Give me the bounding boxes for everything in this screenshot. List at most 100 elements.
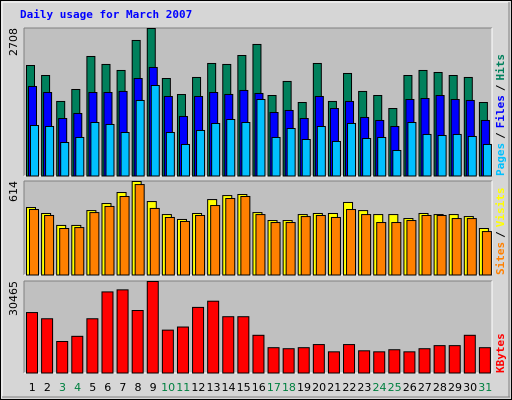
bar <box>192 306 205 374</box>
bar <box>120 132 130 177</box>
bar <box>196 129 206 177</box>
bar <box>300 216 311 276</box>
bar <box>86 318 99 374</box>
bar <box>418 348 431 374</box>
bar <box>388 349 401 374</box>
x-tick-label: 10 <box>161 381 175 394</box>
bar <box>301 139 311 177</box>
bar <box>433 345 446 374</box>
bar <box>373 351 386 374</box>
bar <box>347 122 357 177</box>
bar <box>361 214 372 276</box>
x-tick-label: 25 <box>388 381 402 394</box>
bar <box>116 289 129 374</box>
legend-separator: / <box>494 84 507 91</box>
bar <box>467 135 477 177</box>
legend-entry: Files <box>494 95 507 128</box>
bar <box>376 222 387 276</box>
bar <box>241 122 251 177</box>
bar <box>90 122 100 177</box>
bar <box>131 310 144 374</box>
bar <box>422 133 432 177</box>
y-tick-label: 614 <box>7 181 20 202</box>
bar <box>406 220 417 276</box>
bar <box>44 214 55 276</box>
bar <box>391 222 402 276</box>
bar <box>29 209 39 276</box>
bar <box>358 350 371 374</box>
bar <box>71 335 84 374</box>
bar <box>56 340 69 374</box>
x-tick-label: 20 <box>312 381 326 394</box>
x-tick-label: 15 <box>237 381 251 394</box>
y-tick-label: 2708 <box>7 28 20 56</box>
bar <box>240 196 251 276</box>
x-tick-label: 21 <box>327 381 341 394</box>
bar <box>105 123 115 177</box>
x-tick-label: 12 <box>191 381 205 394</box>
bar <box>451 218 462 276</box>
bar <box>436 214 447 276</box>
bar <box>362 138 372 177</box>
bar <box>315 214 326 276</box>
bar <box>255 214 266 276</box>
bar <box>285 222 296 276</box>
legend-entry: Pages <box>494 143 507 176</box>
bar <box>134 184 145 276</box>
bar <box>30 125 39 177</box>
bar <box>149 207 160 276</box>
bar <box>392 149 402 177</box>
bar <box>222 316 235 374</box>
legend-entry: Hits <box>494 54 507 81</box>
legend-separator: / <box>494 132 507 139</box>
bar <box>26 312 38 374</box>
legend-entry: KBytes <box>494 333 507 373</box>
x-tick-label: 29 <box>448 381 462 394</box>
bar <box>210 205 221 276</box>
bar <box>180 143 190 177</box>
x-tick-label: 9 <box>150 381 157 394</box>
bar <box>135 99 145 177</box>
bar <box>179 220 190 276</box>
legend: KBytes <box>494 333 507 373</box>
bar <box>226 118 236 177</box>
bar <box>165 132 175 177</box>
bar <box>207 300 220 374</box>
x-tick-label: 7 <box>119 381 126 394</box>
bar <box>327 351 340 374</box>
bar <box>41 318 54 374</box>
bar <box>377 136 387 177</box>
bar <box>437 135 447 177</box>
x-tick-label: 23 <box>357 381 371 394</box>
x-tick-label: 14 <box>222 381 236 394</box>
x-tick-label: 11 <box>176 381 190 394</box>
bar <box>150 85 160 177</box>
bar <box>176 326 189 374</box>
x-tick-label: 26 <box>403 381 417 394</box>
bar <box>282 348 295 374</box>
bar <box>60 142 70 177</box>
x-tick-label: 8 <box>134 381 141 394</box>
x-tick-label: 4 <box>74 381 81 394</box>
x-tick-label: 18 <box>282 381 296 394</box>
bar <box>271 136 281 177</box>
bar <box>403 351 416 374</box>
legend: Sites / Visits <box>494 188 507 276</box>
y-tick-label: 30465 <box>7 281 20 316</box>
bar <box>161 329 174 374</box>
bar <box>330 216 341 276</box>
bar <box>343 344 356 374</box>
bar <box>89 212 100 276</box>
bar <box>448 345 461 374</box>
x-tick-label: 19 <box>297 381 311 394</box>
bar <box>407 122 417 177</box>
x-tick-label: 17 <box>267 381 281 394</box>
bar <box>252 334 265 374</box>
legend: Pages / Files / Hits <box>494 54 507 176</box>
x-tick-label: 13 <box>206 381 220 394</box>
bar <box>195 214 206 276</box>
legend-entry: Sites <box>494 242 507 275</box>
x-tick-label: 27 <box>418 381 432 394</box>
bar <box>119 196 130 276</box>
